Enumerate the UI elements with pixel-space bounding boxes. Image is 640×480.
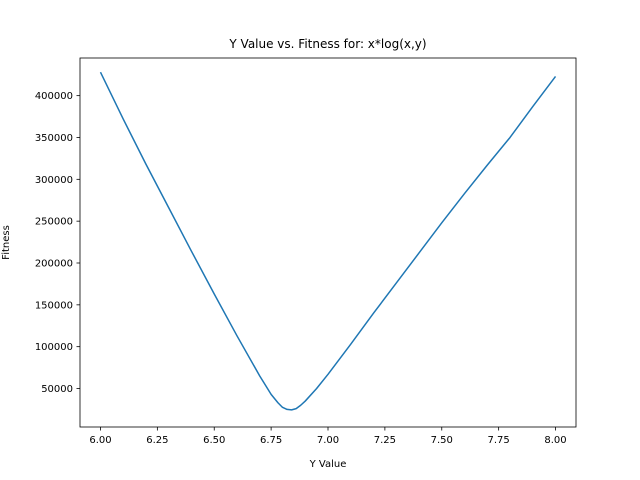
- y-tick-label: 250000: [35, 217, 73, 228]
- y-tick-label: 100000: [35, 342, 73, 353]
- x-axis-ticks: 6.00 6.25 6.50 6.75 7.00 7.25 7.50 7.75 8.00: [89, 427, 567, 446]
- y-tick-label: 50000: [41, 384, 73, 395]
- x-tick-label: 7.25: [374, 435, 396, 446]
- x-tick-label: 6.75: [260, 435, 282, 446]
- y-tick-label: 350000: [35, 133, 73, 144]
- x-tick-label: 7.75: [488, 435, 510, 446]
- x-tick-label: 6.25: [146, 435, 168, 446]
- series-line-0: [99, 71, 557, 411]
- x-tick-label: 7.50: [431, 435, 453, 446]
- x-tick-label: 7.00: [317, 435, 339, 446]
- y-tick-label: 400000: [35, 91, 73, 102]
- x-tick-label: 6.50: [203, 435, 225, 446]
- x-tick-label: 6.00: [89, 435, 111, 446]
- plot-area: [99, 71, 557, 411]
- y-tick-label: 150000: [35, 300, 73, 311]
- x-tick-label: 8.00: [544, 435, 566, 446]
- y-tick-label: 200000: [35, 259, 73, 270]
- y-tick-label: 300000: [35, 175, 73, 186]
- chart-title: Y Value vs. Fitness for: x*log(x,y): [228, 37, 426, 51]
- y-axis-ticks: 50000 100000 150000 200000 250000 300000 35000…: [35, 91, 80, 395]
- axes-frame: [79, 57, 577, 428]
- x-axis-label: Y Value: [309, 459, 347, 470]
- y-axis-label: Fitness: [1, 225, 12, 260]
